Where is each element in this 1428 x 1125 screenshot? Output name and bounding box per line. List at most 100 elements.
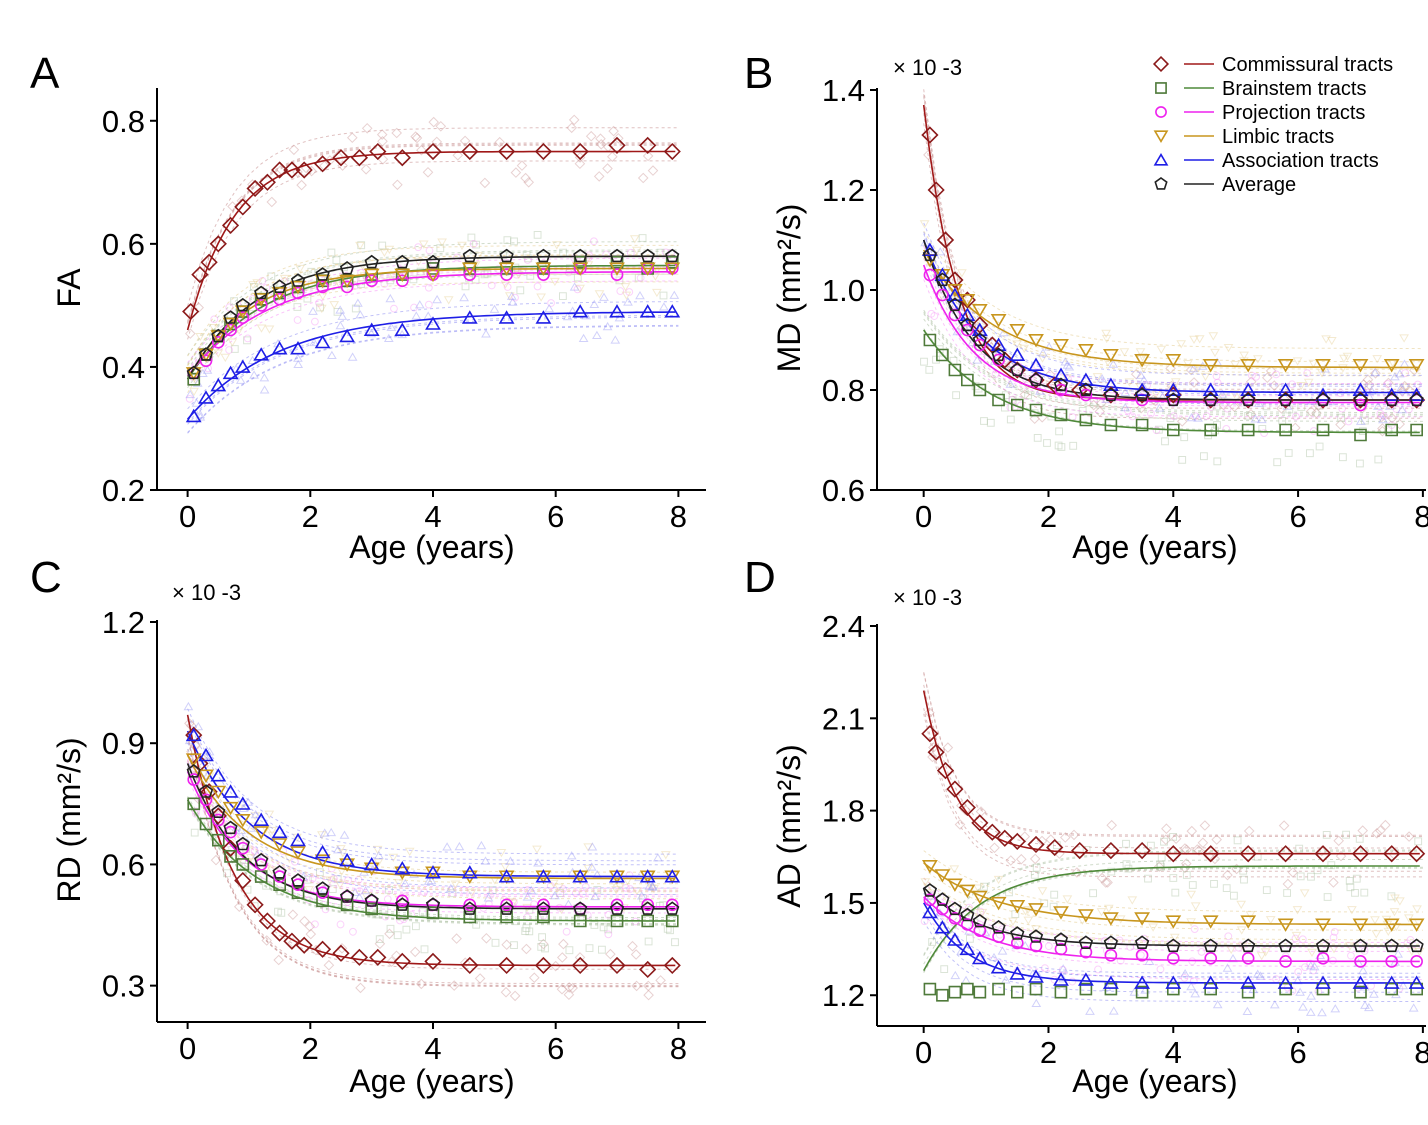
data-point-average	[972, 332, 987, 347]
faint-point	[416, 144, 427, 156]
data-point-commissural-tracts	[182, 302, 200, 321]
faint-point	[344, 876, 353, 885]
faint-point	[503, 283, 512, 291]
data-point-association-tracts	[535, 869, 552, 883]
faint-point	[574, 158, 586, 170]
faint-trace-line	[187, 280, 679, 386]
faint-point	[538, 938, 549, 950]
faint-point	[559, 885, 568, 893]
data-point-projection-tracts	[463, 268, 477, 281]
data-point-average	[1353, 392, 1368, 407]
faint-point	[1058, 964, 1069, 973]
faint-point	[1194, 335, 1205, 344]
data-point-limbic-tracts	[1408, 358, 1425, 373]
data-point-limbic-tracts	[971, 303, 988, 318]
data-point-brainstem-tracts	[1167, 423, 1180, 437]
faint-point	[1190, 902, 1201, 911]
data-point-commissural-tracts	[1071, 381, 1089, 399]
data-point-commissural-tracts	[936, 761, 955, 780]
faint-point	[1031, 998, 1042, 1007]
faint-point	[1135, 402, 1147, 414]
faint-point	[942, 742, 954, 753]
faint-point	[1044, 942, 1053, 951]
faint-point	[644, 937, 653, 946]
faint-point	[1064, 375, 1072, 383]
x-tick-label: 0	[915, 499, 932, 534]
faint-point	[1291, 934, 1300, 943]
data-point-association-tracts	[363, 857, 380, 871]
faint-point	[586, 862, 597, 871]
faint-point	[1223, 344, 1234, 353]
faint-point	[1376, 409, 1385, 418]
faint-point	[522, 892, 533, 901]
faint-point	[1338, 404, 1346, 413]
faint-point	[381, 912, 390, 921]
data-point-limbic-tracts	[1165, 915, 1182, 929]
faint-point	[1335, 419, 1346, 430]
data-point-average	[272, 865, 287, 879]
faint-point	[1155, 425, 1163, 434]
data-point-commissural-tracts	[424, 952, 442, 971]
data-point-limbic-tracts	[1028, 903, 1044, 917]
faint-point	[506, 291, 517, 300]
faint-point	[1156, 345, 1167, 355]
faint-point	[198, 368, 208, 377]
faint-point	[952, 327, 963, 336]
fit-curve-commissural-tracts	[186, 714, 676, 967]
faint-point	[292, 166, 303, 178]
data-point-association-tracts	[210, 377, 227, 392]
data-point-average	[462, 248, 477, 263]
data-point-commissural-tracts	[234, 871, 252, 890]
data-point-brainstem-tracts	[923, 333, 937, 347]
faint-trace-line	[923, 673, 1423, 837]
x-tick-label: 2	[1040, 499, 1057, 534]
data-point-commissural-tracts	[271, 161, 289, 179]
faint-point	[632, 246, 642, 255]
faint-point	[451, 933, 462, 944]
data-point-brainstem-tracts	[1079, 413, 1093, 427]
faint-point	[1383, 377, 1394, 389]
data-point-commissural-tracts	[1351, 845, 1370, 863]
data-point-limbic-tracts	[210, 785, 227, 800]
data-point-brainstem-tracts	[1104, 418, 1118, 432]
data-point-association-tracts	[1352, 382, 1369, 397]
data-point-commissural-tracts	[350, 948, 369, 966]
data-point-brainstem-tracts	[1054, 985, 1068, 999]
data-point-commissural-tracts	[1202, 845, 1220, 863]
data-point-average	[198, 784, 214, 798]
axes: 0 2 4 6 8 1.2 1.5 1.8 2.1 2.4	[822, 609, 1428, 1070]
faint-point	[1329, 933, 1338, 942]
faint-point	[1234, 943, 1243, 952]
data-point-projection-tracts	[1135, 948, 1149, 962]
faint-point	[1364, 1002, 1374, 1012]
data-point-average	[991, 920, 1006, 934]
faint-point	[1101, 334, 1112, 344]
faint-point	[259, 385, 270, 394]
faint-point	[1148, 923, 1158, 932]
faint-point	[1282, 878, 1294, 890]
faint-point	[1357, 825, 1369, 836]
data-point-limbic-tracts	[339, 274, 356, 289]
faint-point	[210, 854, 222, 866]
faint-point	[409, 275, 418, 284]
faint-point	[606, 151, 618, 163]
data-point-brainstem-tracts	[1029, 982, 1043, 996]
legend-label: Brainstem tracts	[1222, 78, 1366, 100]
faint-point	[1243, 825, 1255, 837]
faint-point	[972, 355, 983, 364]
faint-point	[1344, 417, 1353, 426]
data-point-association-tracts	[1277, 975, 1294, 989]
faint-point	[509, 990, 521, 1002]
faint-point	[602, 321, 613, 331]
faint-point	[1180, 973, 1189, 982]
data-point-association-tracts	[234, 796, 251, 810]
faint-point	[1337, 413, 1345, 422]
faint-point	[347, 352, 358, 361]
y-tick-label: 1.2	[822, 173, 865, 208]
faint-point	[623, 297, 633, 306]
faint-point	[1137, 353, 1148, 362]
faint-point	[288, 144, 300, 156]
data-point-association-tracts	[535, 310, 552, 324]
faint-point	[1043, 439, 1051, 447]
data-point-brainstem-tracts	[224, 849, 237, 863]
